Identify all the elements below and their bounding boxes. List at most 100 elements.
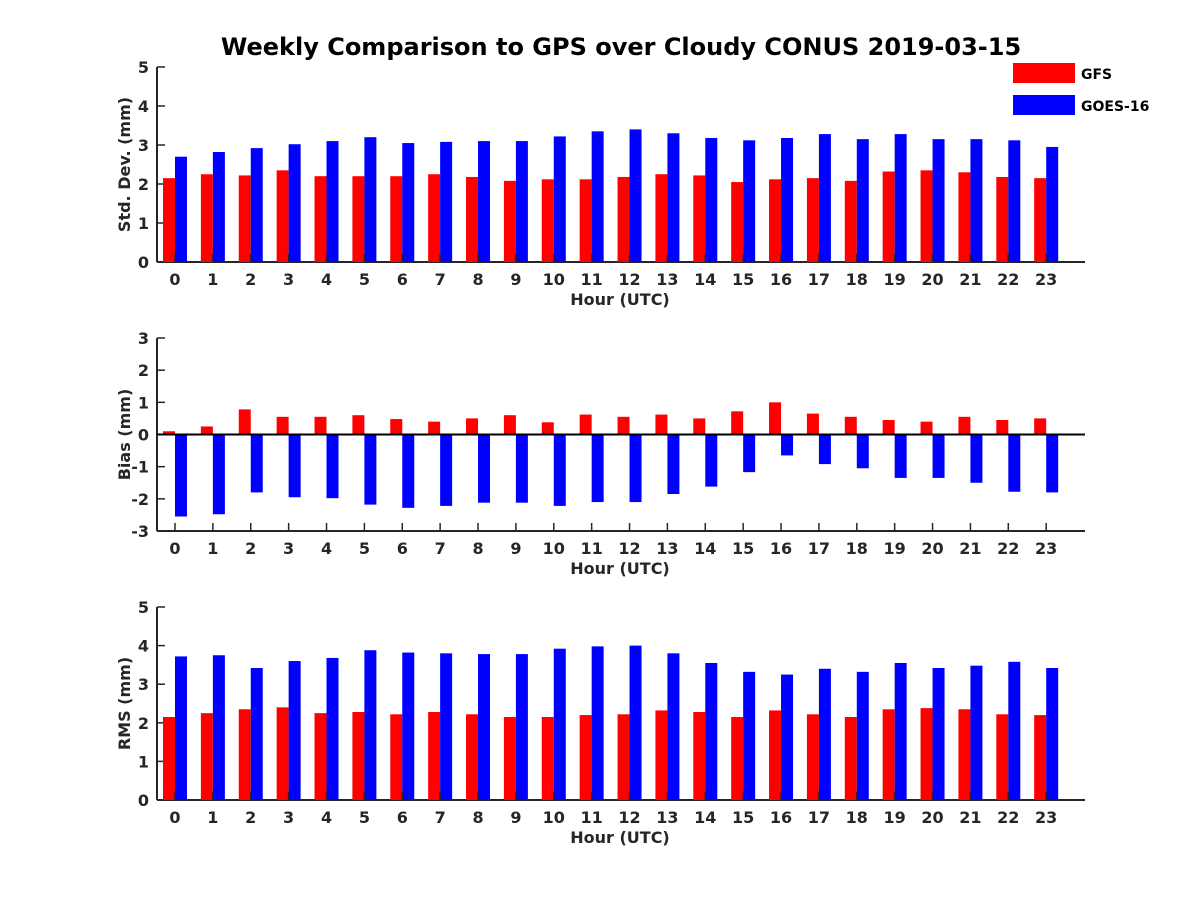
bar-gfs-hour-1 [200,426,213,435]
bar-gfs-hour-20 [920,421,933,435]
bar-goes-16-hour-19 [894,134,907,262]
bar-goes-16-hour-1 [212,152,225,262]
x-tick-label: 3 [283,808,294,827]
y-tick-label: 5 [138,598,149,617]
bar-goes-16-hour-23 [1046,667,1059,800]
x-tick-label: 18 [846,539,868,558]
bar-goes-16-hour-2 [250,434,263,493]
y-tick-label: -3 [131,522,149,541]
bar-goes-16-hour-22 [1008,434,1021,492]
bar-gfs-hour-21 [958,416,971,435]
x-tick-label: 4 [321,808,332,827]
y-tick-label: 2 [138,361,149,380]
x-tick-label: 20 [921,808,943,827]
y-tick-label: 1 [138,393,149,412]
chart-title: Weekly Comparison to GPS over Cloudy CON… [221,33,1021,61]
bar-gfs-hour-15 [731,717,744,800]
bar-goes-16-hour-2 [250,667,263,800]
bar-goes-16-hour-5 [364,434,377,505]
x-tick-label: 2 [245,539,256,558]
bar-goes-16-hour-21 [970,139,983,262]
bar-goes-16-hour-0 [175,434,187,517]
bar-goes-16-hour-11 [591,434,604,503]
x-tick-label: 13 [656,270,678,289]
bar-goes-16-hour-18 [856,139,869,262]
bar-gfs-hour-19 [882,420,895,435]
y-axis-label: Std. Dev. (mm) [115,97,134,232]
x-tick-label: 9 [510,808,521,827]
bar-goes-16-hour-3 [288,434,301,498]
bar-gfs-hour-6 [390,176,403,262]
bar-goes-16-hour-13 [667,653,680,800]
bar-goes-16-hour-6 [402,652,415,800]
x-tick-label: 21 [959,270,981,289]
bar-goes-16-hour-16 [781,137,794,262]
bar-goes-16-hour-15 [743,140,756,262]
x-tick-label: 21 [959,808,981,827]
x-tick-label: 10 [543,808,565,827]
bar-gfs-hour-11 [579,179,592,262]
legend-label-goes-16: GOES-16 [1081,99,1149,115]
bar-gfs-hour-2 [238,709,251,800]
bar-goes-16-hour-23 [1046,434,1059,493]
bar-goes-16-hour-8 [478,434,491,503]
bar-goes-16-hour-7 [440,141,453,262]
bar-goes-16-hour-22 [1008,661,1021,800]
bar-goes-16-hour-21 [970,434,983,483]
bar-goes-16-hour-14 [705,662,718,800]
bar-goes-16-hour-10 [553,136,566,262]
x-tick-label: 20 [921,539,943,558]
x-tick-label: 16 [770,539,792,558]
y-tick-label: 4 [138,97,149,116]
x-axis-label: Hour (UTC) [570,290,670,309]
bar-gfs-hour-11 [579,715,592,800]
bar-gfs-hour-20 [920,170,933,262]
y-tick-label: 0 [138,253,149,272]
bar-goes-16-hour-22 [1008,140,1021,262]
bar-goes-16-hour-18 [856,434,869,469]
y-tick-label: 4 [138,637,149,656]
bar-gfs-hour-23 [1034,418,1047,435]
x-tick-label: 23 [1035,808,1057,827]
y-tick-label: 0 [138,791,149,810]
y-tick-label: 5 [138,58,149,77]
bar-gfs-hour-22 [996,714,1009,800]
bar-gfs-hour-21 [958,709,971,800]
bar-goes-16-hour-6 [402,434,415,508]
bar-goes-16-hour-18 [856,671,869,800]
y-axis-label: RMS (mm) [115,657,134,750]
y-tick-label: 1 [138,214,149,233]
bar-gfs-hour-22 [996,420,1009,435]
x-tick-label: 8 [472,808,483,827]
x-tick-label: 19 [884,808,906,827]
bar-goes-16-hour-20 [932,667,945,800]
legend-swatch-gfs [1013,63,1075,83]
bar-goes-16-hour-16 [781,674,794,800]
bar-goes-16-hour-0 [175,656,187,800]
bar-gfs-hour-3 [276,170,289,262]
x-tick-label: 11 [581,808,603,827]
bar-gfs-hour-10 [541,422,554,435]
x-tick-label: 19 [884,539,906,558]
bar-goes-16-hour-7 [440,434,453,506]
bar-gfs-hour-14 [693,418,706,435]
bar-gfs-hour-4 [314,713,327,800]
bar-gfs-hour-13 [655,174,668,262]
bar-gfs-hour-9 [503,415,516,435]
legend-swatch-goes-16 [1013,95,1075,115]
x-tick-label: 5 [359,808,370,827]
bar-goes-16-hour-20 [932,434,945,478]
x-tick-label: 0 [169,808,180,827]
bar-goes-16-hour-12 [629,434,642,503]
x-tick-label: 10 [543,270,565,289]
bar-goes-16-hour-4 [326,141,339,262]
bar-gfs-hour-4 [314,416,327,435]
x-tick-label: 23 [1035,270,1057,289]
x-tick-label: 13 [656,539,678,558]
x-tick-label: 7 [435,270,446,289]
bar-gfs-hour-6 [390,714,403,800]
x-tick-label: 6 [397,539,408,558]
